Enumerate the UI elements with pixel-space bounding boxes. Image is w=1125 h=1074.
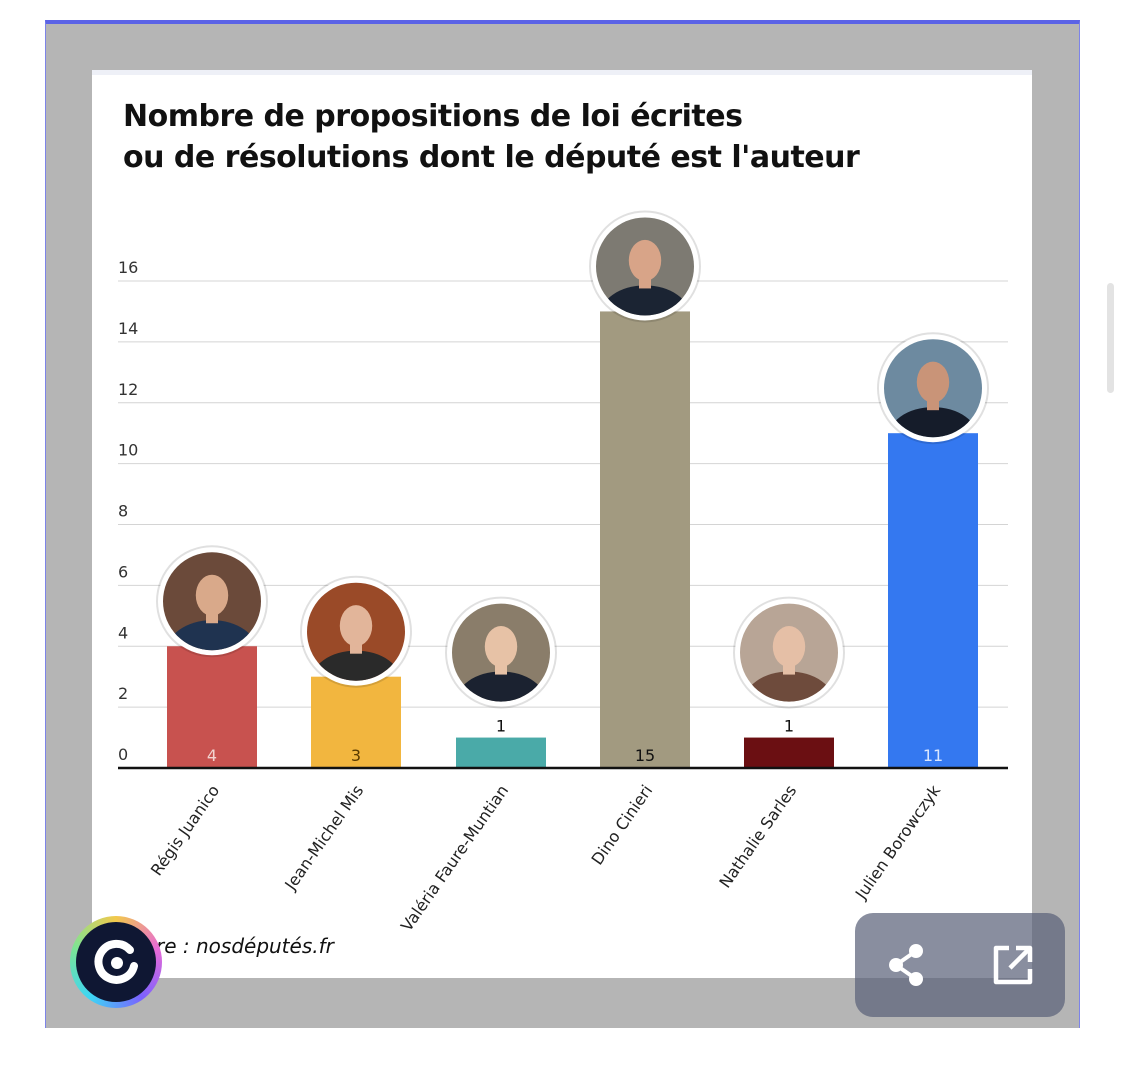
- portrait-photo: [740, 603, 838, 702]
- chart-title-line-2: ou de résolutions dont le député est l'a…: [123, 140, 860, 175]
- chart-title: Nombre de propositions de loi écrites ou…: [123, 96, 860, 178]
- portrait-photo: [307, 582, 405, 681]
- share-icon[interactable]: [877, 935, 937, 995]
- x-tick-label: Julien Borowczyk: [851, 781, 945, 904]
- y-tick-label: 2: [118, 684, 128, 703]
- bar-value-label: 1: [496, 717, 506, 736]
- chart-title-line-1: Nombre de propositions de loi écrites: [123, 99, 743, 134]
- card-top-border: [92, 70, 1032, 75]
- bar: [456, 737, 546, 768]
- bar-value-label: 1: [784, 717, 794, 736]
- y-tick-label: 8: [118, 502, 128, 521]
- portrait-photo: [452, 603, 550, 702]
- scrollbar-thumb[interactable]: [1107, 283, 1114, 393]
- bar: [167, 646, 257, 768]
- y-tick-label: 6: [118, 562, 128, 581]
- y-tick-label: 0: [118, 745, 128, 764]
- brand-logo-inner: [76, 922, 156, 1002]
- brand-g-icon: [94, 939, 138, 984]
- y-tick-label: 12: [118, 380, 138, 399]
- x-tick-label: Régis Juanico: [147, 781, 223, 879]
- y-tick-label: 10: [118, 441, 138, 460]
- bar: [888, 433, 978, 768]
- x-tick-label: Valéria Faure-Muntian: [397, 781, 512, 934]
- bar-value-label: 3: [351, 746, 361, 765]
- y-tick-label: 4: [118, 623, 128, 642]
- x-tick-label: Jean-Michel Mis: [280, 781, 367, 894]
- portrait-photo: [596, 217, 694, 316]
- open-external-icon[interactable]: [983, 935, 1043, 995]
- bar-value-label: 15: [635, 746, 655, 765]
- portrait-photo: [884, 339, 982, 438]
- source-text: re : nosdéputés.fr: [156, 934, 334, 958]
- bar-value-label: 11: [923, 746, 943, 765]
- y-tick-label: 14: [118, 319, 138, 338]
- x-tick-label: Dino Cinieri: [587, 781, 656, 868]
- action-bar: [855, 913, 1065, 1017]
- bar: [600, 311, 690, 768]
- bar: [744, 737, 834, 768]
- bar-value-label: 4: [207, 746, 217, 765]
- portrait-photo: [163, 552, 261, 651]
- y-tick-label: 16: [118, 258, 138, 277]
- bar: [311, 676, 401, 768]
- brand-logo[interactable]: [70, 916, 162, 1008]
- x-tick-label: Nathalie Sarles: [715, 781, 800, 891]
